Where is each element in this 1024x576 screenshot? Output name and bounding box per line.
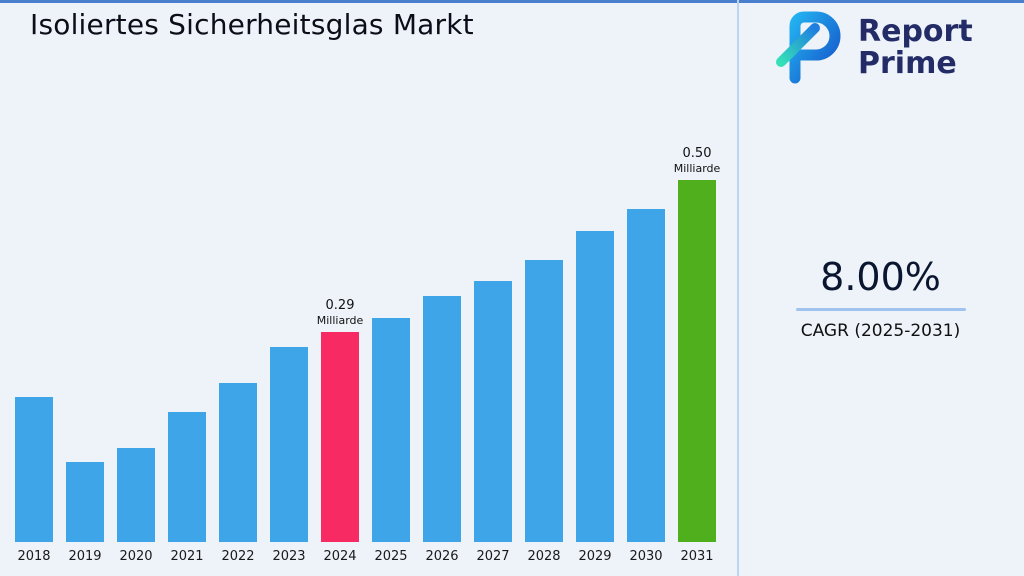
bar-2029 bbox=[576, 231, 614, 542]
bar-item-2024: 0.29 Milliarde 2024 bbox=[317, 298, 364, 564]
bar-2018 bbox=[15, 397, 53, 542]
bar-2022 bbox=[219, 383, 257, 542]
cagr-value: 8.00% bbox=[820, 255, 941, 299]
report-prime-logo-icon bbox=[770, 10, 852, 86]
x-tick-label-2026: 2026 bbox=[425, 549, 459, 564]
annotation-unit: Milliarde bbox=[316, 313, 364, 327]
x-tick-label-2021: 2021 bbox=[170, 549, 204, 564]
bar-item-2029: 2029 bbox=[576, 231, 614, 564]
bar-2030 bbox=[627, 209, 665, 542]
bar-2025 bbox=[372, 318, 410, 542]
x-tick-label-2029: 2029 bbox=[578, 549, 612, 564]
logo: Report Prime bbox=[770, 10, 973, 86]
cagr-underline bbox=[795, 308, 966, 311]
cagr-block: 8.00% CAGR (2025-2031) bbox=[737, 255, 1024, 341]
x-tick-label-2024: 2024 bbox=[323, 549, 357, 564]
bar-item-2030: 2030 bbox=[627, 209, 665, 564]
annotation-value: 0.50 bbox=[682, 145, 712, 161]
top-accent-line bbox=[0, 0, 1024, 3]
bar-item-2020: 2020 bbox=[117, 448, 155, 564]
annotation-value: 0.29 bbox=[325, 297, 355, 313]
logo-text-line2: Prime bbox=[858, 46, 957, 81]
logo-text: Report Prime bbox=[858, 16, 973, 80]
x-tick-label-2019: 2019 bbox=[68, 549, 102, 564]
x-tick-label-2031: 2031 bbox=[680, 549, 714, 564]
x-tick-label-2022: 2022 bbox=[221, 549, 255, 564]
bar-2024 bbox=[321, 332, 359, 542]
bar-annotation-2031: 0.50 Milliarde bbox=[674, 146, 721, 175]
x-tick-label-2030: 2030 bbox=[629, 549, 663, 564]
bar-2027 bbox=[474, 281, 512, 542]
x-tick-label-2018: 2018 bbox=[17, 549, 51, 564]
bar-item-2027: 2027 bbox=[474, 281, 512, 564]
cagr-label: CAGR (2025-2031) bbox=[800, 321, 961, 341]
bar-2021 bbox=[168, 412, 206, 542]
bar-item-2022: 2022 bbox=[219, 383, 257, 564]
bar-2026 bbox=[423, 296, 461, 542]
bar-2023 bbox=[270, 347, 308, 542]
x-tick-label-2025: 2025 bbox=[374, 549, 408, 564]
x-tick-label-2020: 2020 bbox=[119, 549, 153, 564]
bar-item-2023: 2023 bbox=[270, 347, 308, 564]
bar-item-2018: 2018 bbox=[15, 397, 53, 564]
bar-annotation-2024: 0.29 Milliarde bbox=[317, 298, 364, 327]
annotation-unit: Milliarde bbox=[673, 161, 721, 175]
bar-item-2026: 2026 bbox=[423, 296, 461, 564]
bar-2031 bbox=[678, 180, 716, 542]
bar-chart: 2018 2019 2020 2021 2022 2023 0.29 Milliarde 202… bbox=[15, 146, 721, 564]
bar-item-2025: 2025 bbox=[372, 318, 410, 564]
bar-2019 bbox=[66, 462, 104, 542]
x-tick-label-2023: 2023 bbox=[272, 549, 306, 564]
bar-item-2031: 0.50 Milliarde 2031 bbox=[674, 146, 721, 564]
bar-item-2019: 2019 bbox=[66, 462, 104, 564]
panel-divider bbox=[737, 0, 739, 576]
page-title: Isoliertes Sicherheitsglas Markt bbox=[30, 8, 474, 41]
bar-2020 bbox=[117, 448, 155, 542]
bar-2028 bbox=[525, 260, 563, 542]
bar-item-2028: 2028 bbox=[525, 260, 563, 564]
logo-text-line1: Report bbox=[858, 14, 973, 50]
bar-item-2021: 2021 bbox=[168, 412, 206, 564]
x-tick-label-2028: 2028 bbox=[527, 549, 561, 564]
x-tick-label-2027: 2027 bbox=[476, 549, 510, 564]
